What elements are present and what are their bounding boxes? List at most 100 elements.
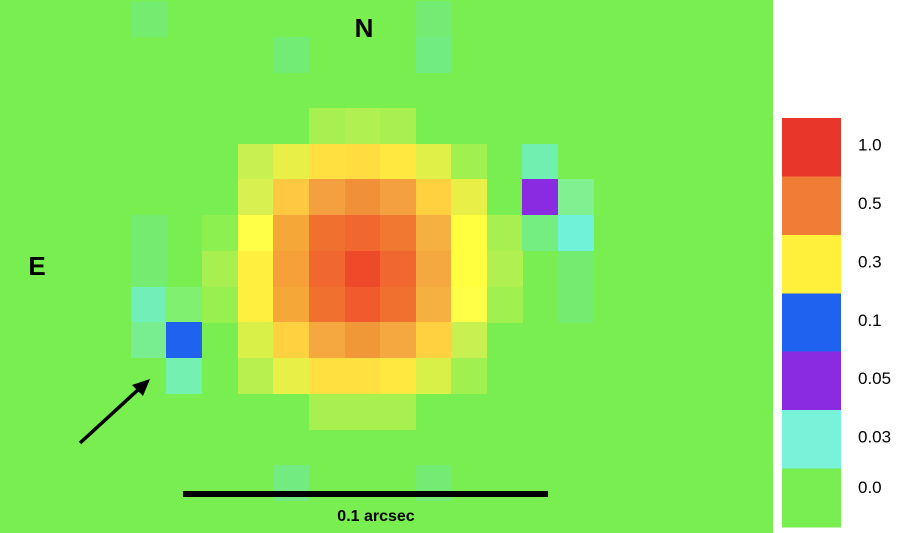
scale-bar [183, 491, 548, 497]
pixel [380, 287, 416, 323]
pixel [238, 358, 274, 394]
pixel [309, 251, 345, 287]
pixel [451, 358, 487, 394]
pixel [451, 215, 487, 251]
pixel [273, 251, 309, 287]
pixel [131, 1, 167, 37]
pixel [166, 287, 202, 323]
pixel [238, 251, 274, 287]
pixel [309, 144, 345, 180]
pixel [273, 144, 309, 180]
pixel [416, 215, 452, 251]
pixel [487, 251, 523, 287]
pixel [238, 144, 274, 180]
pixel [416, 251, 452, 287]
colorbar-label: 0.03 [858, 428, 891, 447]
pixel [451, 322, 487, 358]
pixel [309, 215, 345, 251]
pixel [309, 394, 345, 430]
pixel [380, 179, 416, 215]
pixel [558, 287, 594, 323]
pixel [166, 322, 202, 358]
pixel [309, 322, 345, 358]
colorbar-swatch [782, 293, 841, 353]
pixel [451, 179, 487, 215]
pixel [273, 37, 309, 73]
pixel [309, 108, 345, 144]
pixel [558, 215, 594, 251]
pixel [345, 394, 381, 430]
pixel [273, 322, 309, 358]
pixel [380, 144, 416, 180]
pixel [522, 215, 558, 251]
pixel [451, 287, 487, 323]
pixel [522, 144, 558, 180]
pixel [345, 251, 381, 287]
pixel [416, 144, 452, 180]
colorbar-label: 0.5 [858, 194, 882, 213]
pixel [345, 287, 381, 323]
pixel [202, 215, 238, 251]
pixel [522, 179, 558, 215]
colorbar-label: 0.1 [858, 311, 882, 330]
colorbar-swatch [782, 410, 841, 470]
pixel [273, 358, 309, 394]
pixel [202, 287, 238, 323]
north-label: N [355, 13, 374, 43]
pixel [273, 179, 309, 215]
pixel [345, 179, 381, 215]
pixel [131, 215, 167, 251]
pixel [131, 251, 167, 287]
pixel [487, 215, 523, 251]
pixel [309, 358, 345, 394]
pixel [238, 287, 274, 323]
pixel [131, 287, 167, 323]
pixel [380, 394, 416, 430]
colorbar-swatch [782, 176, 841, 236]
pixel [416, 1, 452, 37]
colorbar-label: 1.0 [858, 135, 882, 154]
colorbar-swatch [782, 118, 841, 177]
pixel [166, 358, 202, 394]
pixel [238, 179, 274, 215]
colorbar-label: 0.0 [858, 478, 882, 497]
pixel [309, 287, 345, 323]
pixel [309, 179, 345, 215]
colorbar-swatch [782, 234, 841, 294]
pixel [380, 322, 416, 358]
pixel [131, 322, 167, 358]
pixel [273, 215, 309, 251]
pixel [238, 322, 274, 358]
pixel [345, 322, 381, 358]
pixel [380, 215, 416, 251]
pixel [380, 108, 416, 144]
pixel [380, 251, 416, 287]
pixel [558, 179, 594, 215]
pixel [416, 322, 452, 358]
pixel [558, 251, 594, 287]
pixel [416, 179, 452, 215]
arrow-shaft [78, 386, 142, 445]
pixel [238, 215, 274, 251]
pixel [451, 251, 487, 287]
colorbar-label: 0.3 [858, 252, 882, 271]
pixel [273, 287, 309, 323]
pixel [416, 358, 452, 394]
pixel [487, 287, 523, 323]
pixel [345, 144, 381, 180]
pixel [416, 37, 452, 73]
pixel [451, 144, 487, 180]
east-label: E [28, 251, 45, 281]
pixel [202, 251, 238, 287]
pixel [416, 287, 452, 323]
pixel-map [131, 1, 594, 501]
colorbar-swatch [782, 351, 841, 411]
scale-label: 0.1 arcsec [337, 508, 415, 525]
colorbar-label: 0.05 [858, 369, 891, 388]
colorbar-swatch [782, 468, 841, 528]
pixel [345, 108, 381, 144]
pixel [345, 358, 381, 394]
pixel [380, 358, 416, 394]
arrow-head [132, 379, 150, 396]
